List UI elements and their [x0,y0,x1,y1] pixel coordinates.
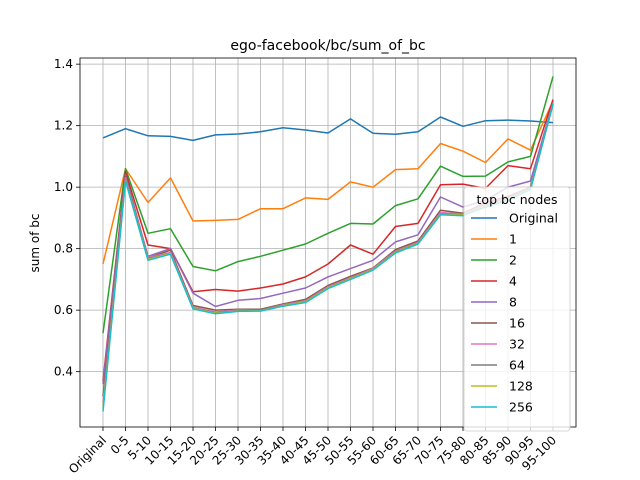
legend: top bc nodes Original 1 2 4 8 16 32 64 128 256 [463,186,571,432]
y-axis: 0.4 0.6 0.8 1.0 1.2 1.4 [54,57,80,379]
y-tick-label: 0.8 [54,242,73,256]
y-tick-label: 1.0 [54,180,73,194]
legend-title: top bc nodes [477,192,558,207]
legend-label: 256 [509,400,533,415]
y-axis-label: sum of bc [28,214,42,273]
legend-label: 32 [509,337,525,352]
series-line-2 [102,76,554,334]
y-tick-label: 1.2 [54,119,73,133]
x-axis: Original0-55-1010-1515-2020-2525-3030-35… [66,427,559,476]
legend-label: 2 [509,253,517,268]
chart-title: ego-facebook/bc/sum_of_bc [230,38,425,54]
legend-label: 1 [509,232,517,247]
legend-label: 8 [509,295,517,310]
y-tick-label: 0.6 [54,303,73,317]
series-line-original [102,116,554,142]
y-tick-label: 0.4 [54,365,73,379]
legend-label: 16 [509,316,525,331]
legend-label: Original [509,211,558,226]
legend-box [463,186,571,432]
series-line-1 [102,100,554,265]
legend-label: 4 [509,274,517,289]
x-tick-label: Original [66,433,109,476]
legend-label: 128 [509,379,533,394]
legend-label: 64 [509,358,525,373]
y-tick-label: 1.4 [54,57,73,71]
